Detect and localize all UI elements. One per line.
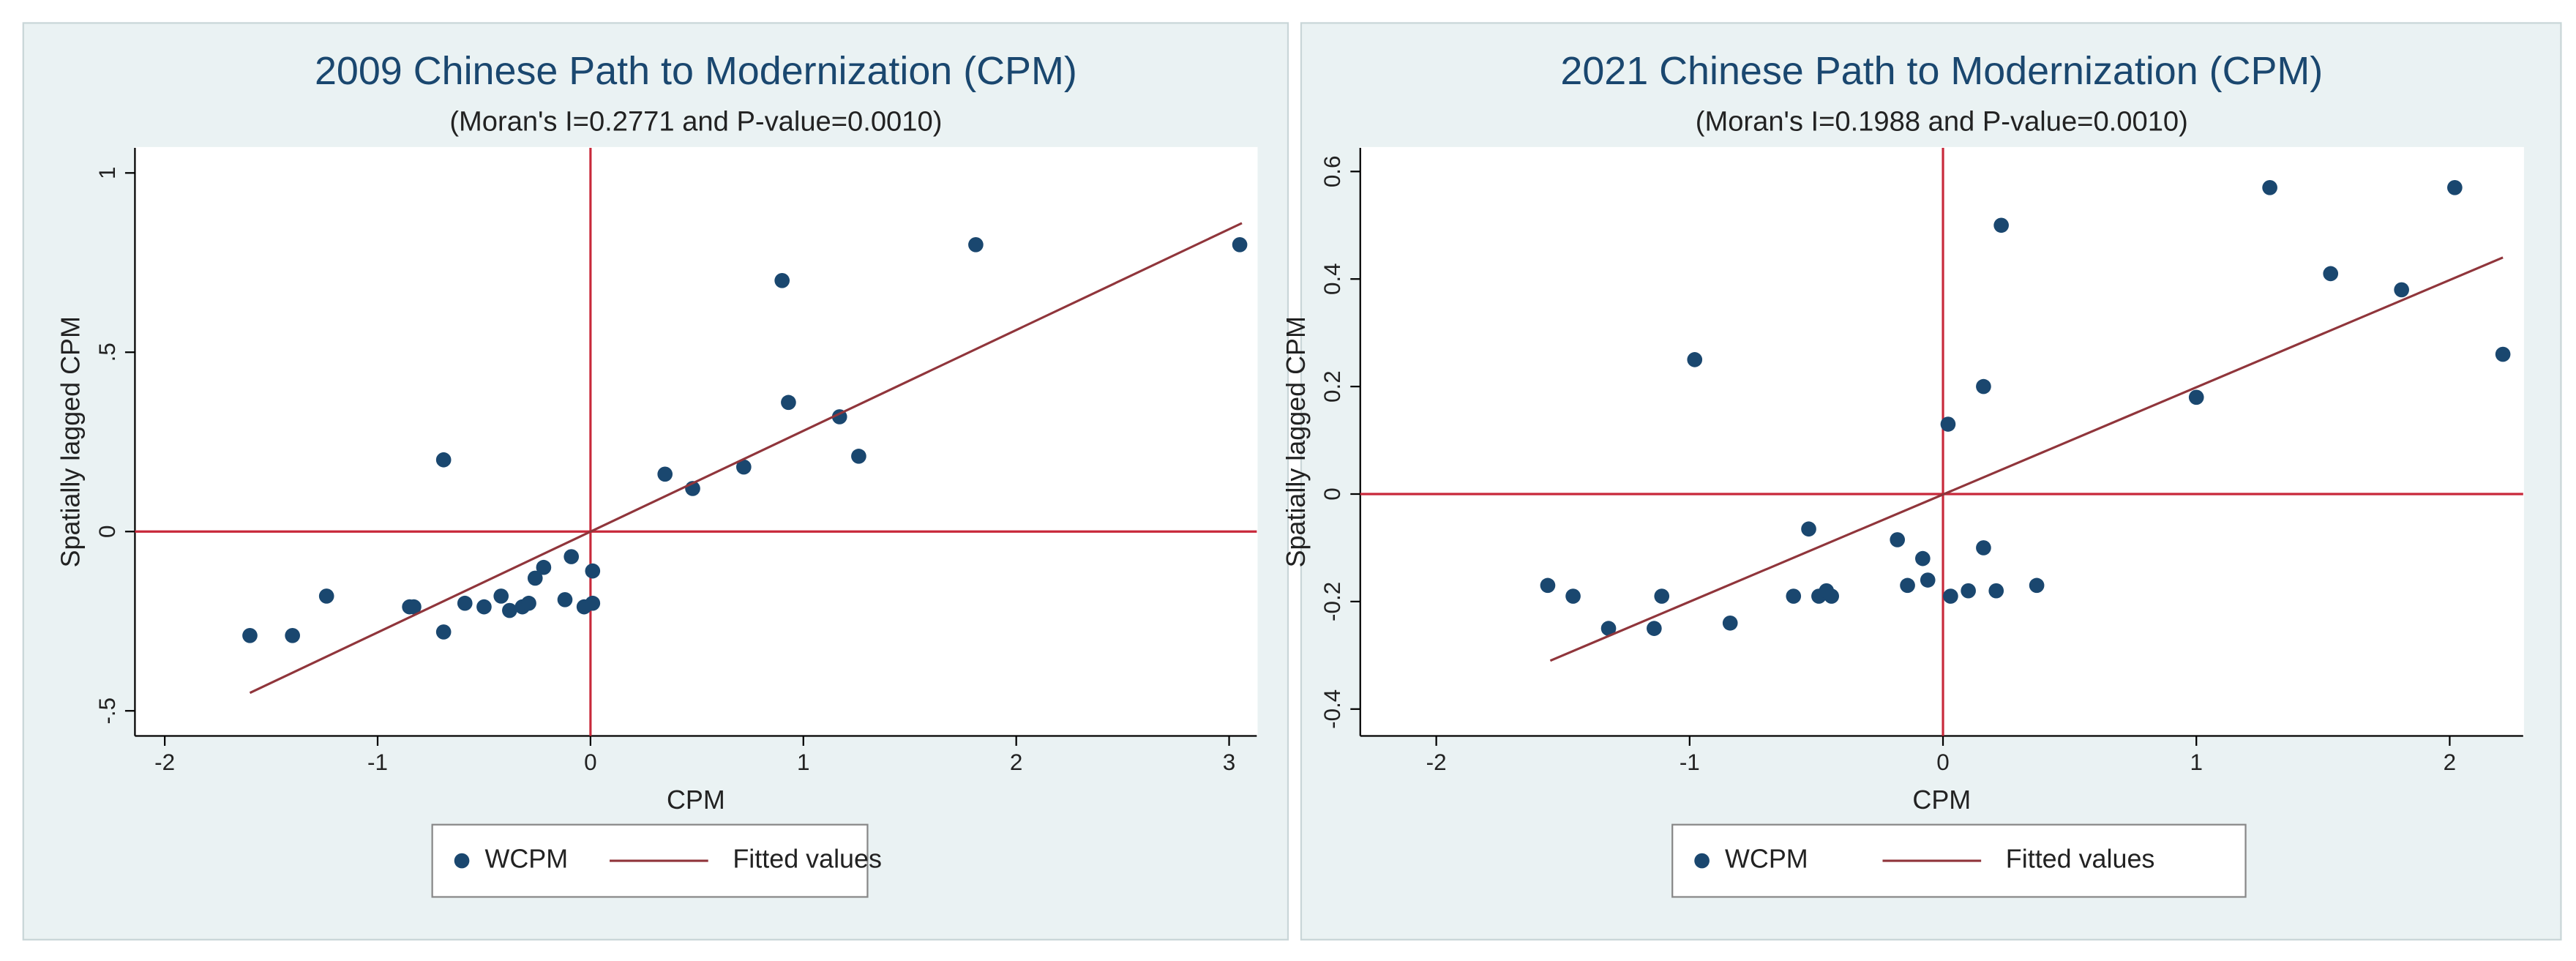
- data-point: [2323, 266, 2339, 282]
- data-point: [657, 466, 673, 482]
- y-tick-label: -0.2: [1319, 582, 1345, 621]
- data-point: [1540, 577, 1556, 594]
- legend-label: WCPM: [484, 844, 568, 874]
- data-point: [1940, 416, 1956, 432]
- x-tick-label: 3: [1223, 749, 1235, 775]
- legend-marker: [454, 853, 470, 869]
- data-point: [1232, 236, 1248, 253]
- data-point: [1824, 588, 1840, 604]
- data-point: [1722, 615, 1738, 631]
- x-axis-label: CPM: [667, 785, 725, 815]
- data-point: [493, 588, 509, 604]
- data-point: [968, 236, 984, 253]
- x-tick-label: 1: [2190, 749, 2202, 775]
- y-tick-label: 0.6: [1319, 155, 1345, 187]
- data-point: [1993, 217, 2009, 233]
- data-point: [1943, 588, 1958, 604]
- data-point: [536, 559, 552, 575]
- data-point: [435, 624, 452, 640]
- x-axis-label: CPM: [1912, 785, 1971, 815]
- x-tick-label: -2: [154, 749, 175, 775]
- chart-title: 2021 Chinese Path to Modernization (CPM): [1560, 49, 2323, 93]
- y-tick-label: 0.4: [1319, 263, 1345, 295]
- data-point: [502, 602, 517, 618]
- fitted-line: [1549, 256, 2504, 662]
- plot-area: [134, 146, 1258, 737]
- data-point: [2029, 577, 2045, 594]
- data-point: [781, 395, 796, 411]
- y-tick-label: -.5: [94, 698, 120, 725]
- data-point: [457, 595, 473, 611]
- data-point: [1900, 577, 1915, 594]
- chart-title: 2009 Chinese Path to Modernization (CPM): [315, 49, 1077, 93]
- y-tick-label: 0.2: [1319, 370, 1345, 403]
- data-point: [435, 452, 452, 468]
- data-point: [1565, 588, 1581, 604]
- data-point: [736, 459, 752, 475]
- data-point: [1976, 378, 1991, 395]
- data-point: [285, 628, 300, 643]
- chart-subtitle: (Moran's I=0.2771 and P-value=0.0010): [449, 105, 942, 137]
- data-point: [1961, 583, 1976, 599]
- data-point: [774, 272, 790, 288]
- data-point: [1687, 352, 1703, 367]
- x-tick-label: -1: [367, 749, 388, 775]
- y-tick-label: 1: [94, 167, 120, 179]
- x-tick-label: 2: [2444, 749, 2456, 775]
- data-point: [2188, 389, 2204, 405]
- data-point: [557, 592, 573, 607]
- legend-label: WCPM: [1725, 844, 1808, 874]
- data-point: [242, 628, 258, 643]
- data-point: [406, 599, 422, 615]
- data-point: [2262, 180, 2277, 195]
- data-point: [1988, 583, 2004, 599]
- y-tick-label: 0: [1319, 487, 1345, 500]
- legend-marker: [1694, 853, 1710, 869]
- y-axis-label: Spatially lagged CPM: [1281, 316, 1311, 567]
- y-tick-label: .5: [94, 343, 120, 362]
- y-axis-label: Spatially lagged CPM: [56, 316, 86, 567]
- data-point: [1801, 521, 1816, 537]
- data-point: [2447, 180, 2463, 195]
- plot-area: [1359, 146, 2524, 737]
- data-point: [476, 599, 492, 615]
- data-point: [585, 595, 601, 611]
- x-tick-label: 1: [797, 749, 809, 775]
- data-point: [1647, 621, 1662, 636]
- legend-label: Fitted values: [733, 844, 882, 874]
- data-point: [1914, 550, 1931, 566]
- data-point: [318, 588, 334, 604]
- data-point: [1920, 572, 1936, 588]
- y-tick-label: -0.4: [1319, 689, 1345, 729]
- fitted-line: [249, 222, 1243, 695]
- data-point: [1654, 588, 1670, 604]
- y-tick-label: 0: [94, 526, 120, 538]
- x-tick-label: -2: [1426, 749, 1447, 775]
- data-point: [1890, 532, 1906, 547]
- data-point: [564, 549, 580, 564]
- data-point: [2495, 346, 2511, 362]
- data-point: [2394, 282, 2409, 298]
- data-point: [527, 570, 543, 586]
- x-tick-label: 0: [584, 749, 596, 775]
- data-point: [1600, 621, 1617, 636]
- legend-label: Fitted values: [2006, 844, 2155, 874]
- data-point: [1976, 540, 1991, 556]
- x-tick-label: 0: [1936, 749, 1949, 775]
- data-point: [521, 595, 536, 611]
- x-tick-label: -1: [1680, 749, 1700, 775]
- x-tick-label: 2: [1010, 749, 1022, 775]
- data-point: [851, 449, 866, 464]
- data-point: [1786, 588, 1802, 604]
- data-point: [585, 563, 601, 579]
- chart-subtitle: (Moran's I=0.1988 and P-value=0.0010): [1696, 105, 2188, 137]
